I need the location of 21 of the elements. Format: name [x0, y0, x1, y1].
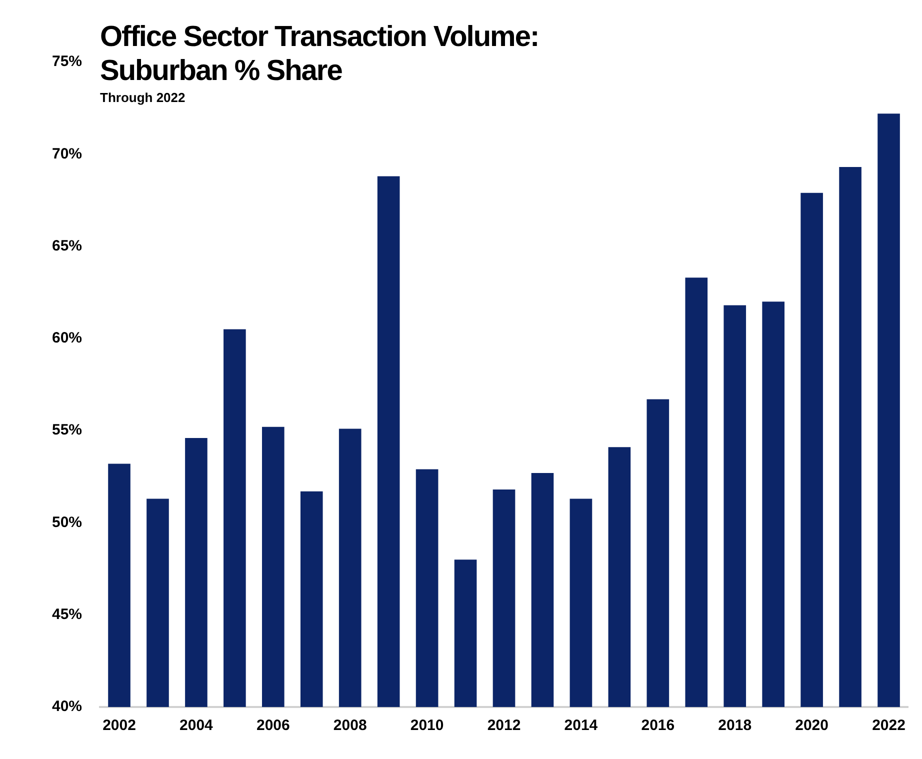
y-tick-label: 55%: [52, 422, 82, 439]
y-tick-label: 65%: [52, 237, 82, 254]
x-tick-label: 2002: [102, 717, 136, 734]
chart-title: Office Sector Transaction Volume: Suburban % Share: [100, 20, 539, 88]
y-tick-label: 75%: [52, 53, 82, 70]
x-tick-label: 2006: [256, 717, 290, 734]
y-tick-label: 45%: [52, 606, 82, 623]
x-tick-label: 2018: [718, 717, 752, 734]
x-tick-label: 2008: [333, 717, 367, 734]
x-tick-label: 2016: [641, 717, 675, 734]
y-tick-label: 60%: [52, 330, 82, 347]
x-tick-label: 2022: [872, 717, 906, 734]
x-tick-label: 2020: [795, 717, 828, 734]
y-tick-label: 50%: [52, 514, 82, 531]
x-tick-label: 2004: [180, 717, 214, 734]
text: Through 2022: [100, 90, 186, 105]
y-tick-label: 40%: [52, 698, 82, 716]
y-tick-label: 70%: [52, 145, 82, 162]
x-tick-label: 2014: [564, 717, 598, 734]
x-tick-label: 2012: [487, 717, 521, 734]
x-tick-label: 2010: [410, 717, 444, 734]
